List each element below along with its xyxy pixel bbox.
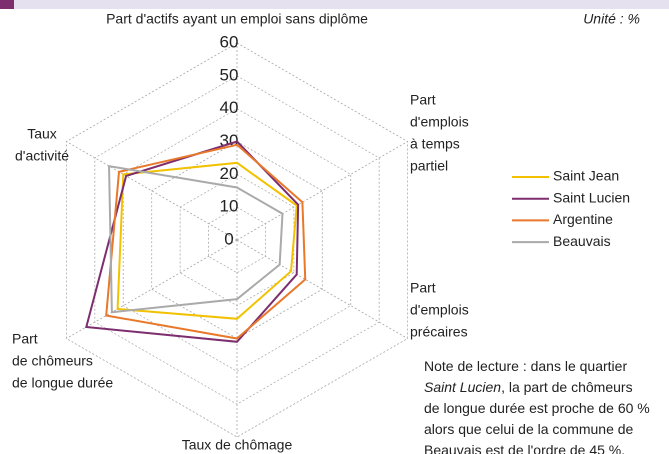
axis-label: précaires [410,324,468,340]
note-text: Note de lecture : dans le quartier [424,358,627,374]
axis-label: à temps [410,136,460,152]
legend-label: Argentine [553,211,613,227]
r-tick-label: 10 [220,197,239,216]
unit: Unité : % [583,11,640,27]
note-text: Beauvais est de l'ordre de 45 %. [424,442,625,454]
series-line [105,143,307,340]
legend-label: Saint Jean [553,168,619,184]
r-tick-label: 50 [220,65,239,84]
axis-label: de longue durée [12,375,113,391]
note-text: de longue durée est proche de 60 % [424,400,650,416]
axis-label: Part [410,280,436,296]
r-tick-label: 40 [220,98,239,117]
note-text: Saint Lucien [424,379,501,395]
r-tick-label: 0 [224,229,233,248]
r-tick-label: 60 [220,32,239,51]
grid-ring [151,141,323,339]
header-mark [0,0,14,9]
axis-line [236,141,408,241]
axis-line [236,239,408,339]
note-line: Beauvais est de l'ordre de 45 %. [424,442,625,454]
axis-label: de chômeurs [12,353,93,369]
note-line: alors que celui de la commune de [424,421,634,437]
r-tick-label: 20 [220,164,239,183]
axis-label: d'emplois [410,302,469,318]
header-band [0,0,669,9]
note-line: Note de lecture : dans le quartier [424,358,627,374]
axis-label: partiel [410,158,448,174]
axis-label: Part [12,331,38,347]
series-line [108,164,284,314]
series-line [85,140,300,343]
axis-label: d'emplois [410,114,469,130]
note-text: , la part de chômeurs [501,379,633,395]
series-line [116,161,298,320]
axis-label: Part [410,92,436,108]
axis-label: Taux de chômage [182,437,293,453]
note-line: de longue durée est proche de 60 % [424,400,650,416]
axis-label: Part d'actifs ayant un emploi sans diplô… [106,11,368,27]
note-line: Saint Lucien, la part de chômeurs [424,379,633,395]
axis-label: Taux [27,126,57,142]
note-text: alors que celui de la commune de [424,421,634,437]
legend-label: Saint Lucien [553,189,630,205]
legend-label: Beauvais [553,233,611,249]
axis-line [66,141,238,241]
axis-label: d'activité [15,148,69,164]
axis-line [66,239,238,339]
